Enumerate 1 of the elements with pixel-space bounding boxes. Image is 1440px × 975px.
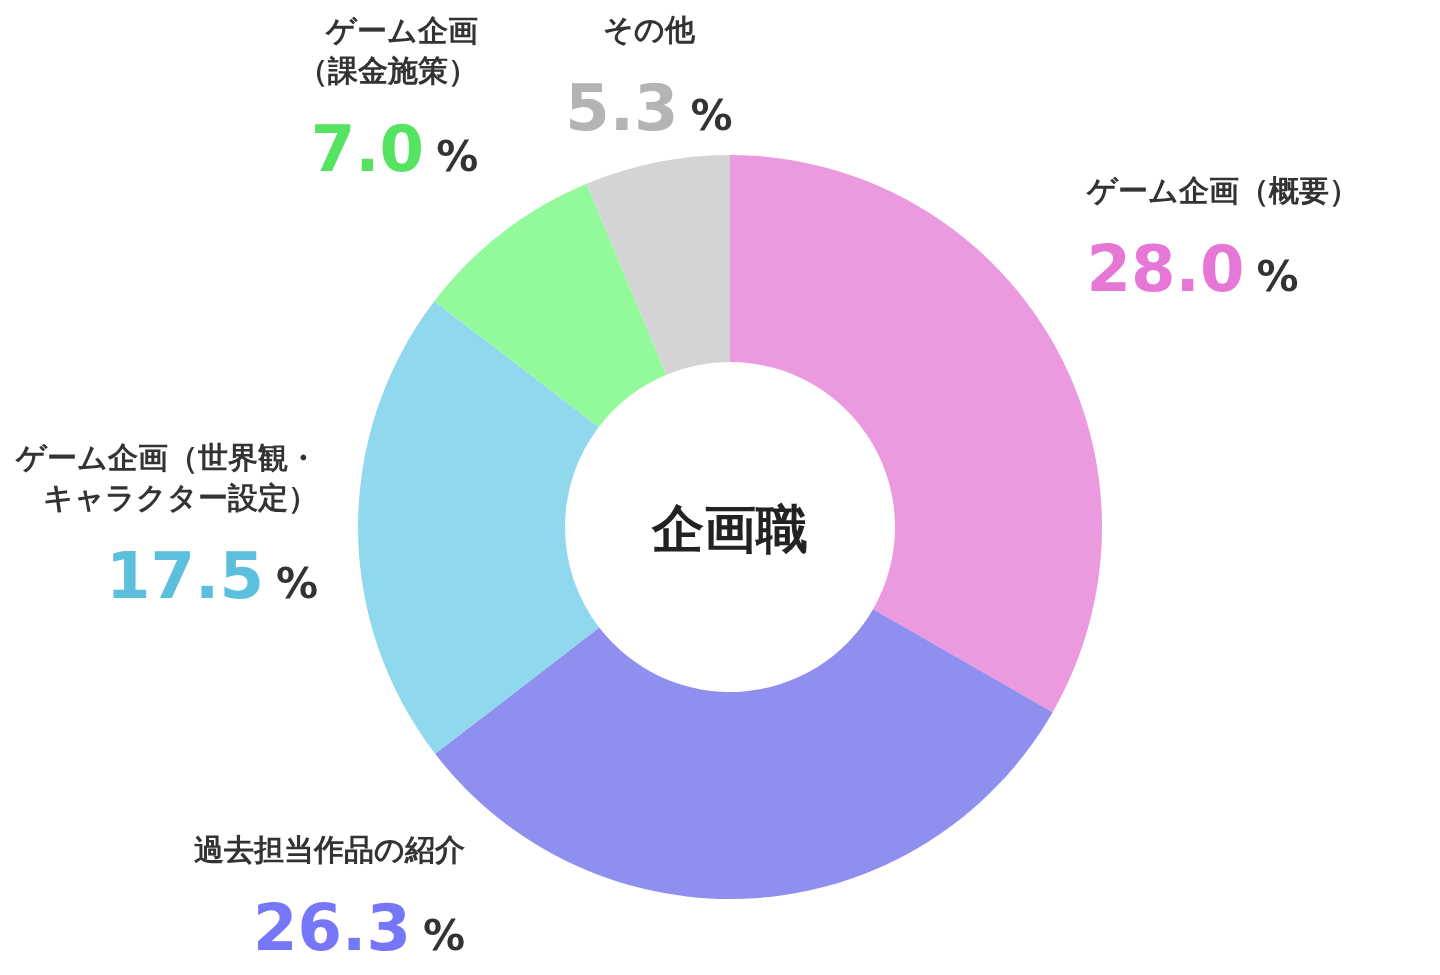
text: 企画職: [651, 499, 808, 559]
